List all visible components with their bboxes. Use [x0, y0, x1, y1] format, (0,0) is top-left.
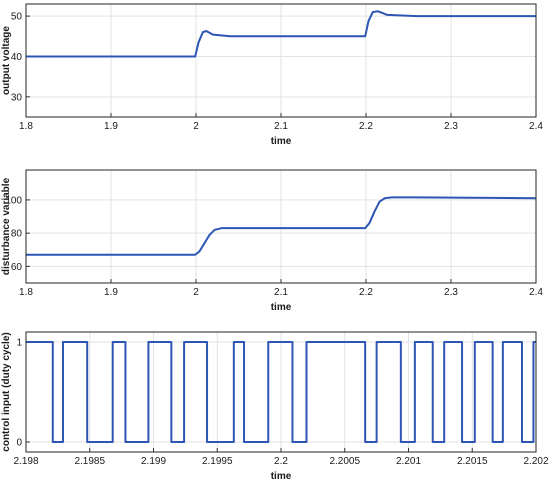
x-tick-label: 2.4 — [529, 287, 543, 298]
x-tick-label: 2.1 — [274, 121, 288, 132]
y-tick-label: 80 — [11, 229, 23, 240]
x-tick-label: 2.3 — [444, 287, 458, 298]
series-line — [26, 196, 537, 256]
y-tick-label: 0 — [16, 438, 22, 449]
x-tick-label: 2.202 — [523, 456, 548, 467]
x-axis-label: time — [271, 471, 292, 482]
axes-box — [25, 3, 537, 118]
axes-box — [25, 169, 537, 284]
y-tick-label: 50 — [11, 12, 23, 23]
x-tick-label: 2.1985 — [74, 456, 105, 467]
x-tick-label: 2.2005 — [329, 456, 360, 467]
chart-panel-3: 2.198 2.1985 2.199 2.1995 2.2 2.2005 2.201 2.20… — [1, 331, 549, 482]
x-tick-label: 1.9 — [104, 121, 118, 132]
x-axis-label: time — [271, 136, 292, 147]
x-tick-label: 2.2 — [359, 121, 373, 132]
y-tick-label: 1 — [16, 338, 22, 349]
x-tick-label: 2.1995 — [202, 456, 233, 467]
x-tick-label: 2.2015 — [457, 456, 488, 467]
x-tick-label: 2.198 — [13, 456, 38, 467]
y-tick-label: 100 — [5, 195, 22, 206]
y-axis-label: output voltage — [1, 26, 12, 95]
y-tick-label: 40 — [11, 52, 23, 63]
y-tick-label: 30 — [11, 92, 23, 103]
chart-panel-1: 1.8 1.9 2 2.1 2.2 2.3 2.4 30 40 50 time output volt… — [1, 3, 543, 147]
x-tick-label: 2.3 — [444, 121, 458, 132]
x-tick-label: 2 — [193, 287, 199, 298]
y-axis-label: disturbance variable — [1, 177, 12, 275]
x-tick-label: 2 — [193, 121, 199, 132]
x-axis-label: time — [271, 302, 292, 313]
axes-box — [25, 331, 537, 453]
series-line — [26, 341, 536, 443]
y-axis-label: control input (duty cycle) — [1, 332, 12, 451]
chart-panel-2: 1.8 1.9 2 2.1 2.2 2.3 2.4 60 80 100 time disturbanc… — [1, 169, 543, 313]
series-line — [26, 10, 536, 58]
x-tick-label: 2.1 — [274, 287, 288, 298]
x-tick-label: 1.9 — [104, 287, 118, 298]
x-tick-label: 2.4 — [529, 121, 543, 132]
x-tick-label: 2.201 — [396, 456, 421, 467]
x-tick-label: 2.2 — [274, 456, 288, 467]
y-tick-label: 60 — [11, 262, 23, 273]
x-tick-label: 1.8 — [19, 287, 33, 298]
x-tick-label: 2.2 — [359, 287, 373, 298]
x-tick-label: 1.8 — [19, 121, 33, 132]
x-tick-label: 2.199 — [141, 456, 166, 467]
